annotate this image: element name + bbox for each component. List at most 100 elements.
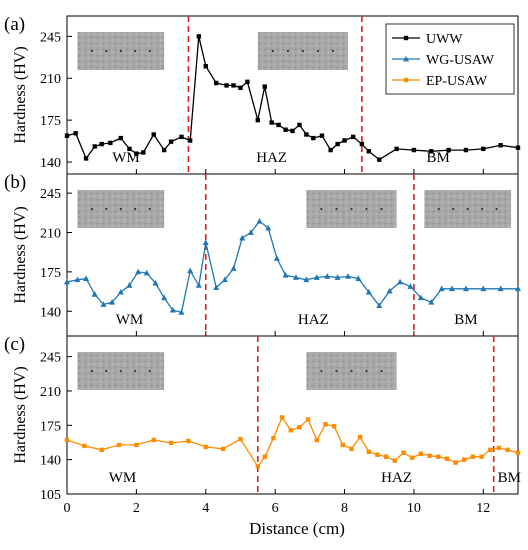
indent-dot	[452, 207, 455, 211]
indent-dot	[331, 49, 335, 53]
data-point	[134, 442, 139, 448]
data-point	[515, 145, 521, 150]
data-point	[462, 457, 467, 462]
data-point	[221, 276, 228, 283]
indent-dot	[380, 369, 383, 373]
data-point	[376, 302, 383, 309]
x-tick-label: 12	[476, 501, 490, 516]
data-point	[515, 450, 521, 455]
data-point	[314, 437, 319, 443]
indent-dot	[105, 207, 108, 211]
data-point	[151, 437, 156, 443]
indent-dot	[316, 49, 320, 53]
data-point	[365, 288, 372, 295]
data-point	[345, 273, 352, 279]
series-line-ep-usaw	[66, 416, 519, 468]
data-point	[100, 301, 107, 307]
data-point	[134, 151, 139, 156]
data-point	[417, 294, 424, 301]
y-axis-label: Hardness (HV)	[12, 46, 29, 143]
indent-dot	[437, 207, 440, 211]
data-point	[498, 143, 503, 148]
data-point	[238, 85, 243, 91]
data-point	[446, 147, 451, 153]
y-tick-label: 245	[40, 30, 61, 45]
y-tick-label: 140	[40, 156, 61, 171]
data-point	[220, 446, 226, 452]
x-tick-label: 4	[202, 501, 209, 516]
indent-dot	[286, 49, 289, 53]
data-point	[480, 285, 487, 292]
indent-dot	[90, 49, 93, 53]
data-point	[187, 138, 193, 143]
indent-dot	[335, 207, 338, 211]
data-point	[297, 425, 302, 430]
data-point	[64, 437, 70, 443]
indent-dot	[365, 207, 368, 211]
indent-dot	[105, 49, 108, 53]
data-point	[64, 278, 70, 285]
data-point	[297, 122, 302, 128]
data-point	[161, 147, 167, 153]
data-point	[262, 84, 267, 89]
data-point	[292, 274, 299, 280]
data-point	[505, 447, 510, 453]
data-point	[303, 276, 310, 283]
data-point	[169, 306, 176, 313]
legend-item: EP-USAW	[426, 74, 488, 89]
indent-dot	[320, 207, 323, 211]
indent-dot	[466, 207, 469, 211]
x-tick-label: 0	[64, 501, 71, 516]
panel-label: (a)	[4, 14, 25, 35]
data-point	[255, 117, 261, 123]
data-point	[203, 64, 208, 69]
data-point	[203, 444, 208, 450]
indent-dot	[119, 49, 122, 53]
data-point	[462, 285, 469, 292]
data-point	[64, 133, 70, 138]
legend-marker	[403, 77, 409, 83]
data-point	[438, 285, 445, 292]
data-point	[428, 299, 435, 305]
indent-dot	[148, 49, 151, 53]
data-point	[479, 454, 484, 459]
data-point	[82, 443, 87, 449]
y-tick-label: 175	[40, 266, 61, 281]
indent-dot	[90, 207, 93, 211]
data-point	[366, 449, 372, 455]
data-point	[335, 141, 340, 147]
data-point	[178, 309, 185, 315]
data-point	[282, 272, 289, 278]
data-point	[319, 133, 325, 138]
data-point	[463, 147, 469, 153]
indent-dot	[90, 369, 93, 373]
indent-dot	[271, 49, 274, 53]
data-point	[262, 454, 267, 459]
data-point	[355, 275, 362, 282]
zone-label: HAZ	[381, 470, 412, 486]
data-point	[99, 447, 104, 453]
data-point	[187, 267, 194, 274]
legend-item: UWW	[426, 32, 463, 47]
indent-dot	[350, 207, 353, 211]
data-point	[83, 275, 90, 282]
data-point	[151, 132, 156, 137]
data-point	[449, 285, 456, 292]
data-point	[377, 157, 382, 162]
x-tick-label: 2	[133, 501, 140, 516]
data-point	[202, 239, 209, 246]
data-point	[313, 274, 320, 280]
indent-dot	[105, 369, 108, 373]
zone-label: BM	[427, 150, 450, 166]
data-point	[109, 299, 116, 305]
data-point	[407, 283, 414, 289]
data-point	[256, 218, 263, 224]
y-tick-label: 175	[40, 419, 61, 434]
indent-dot	[301, 49, 305, 53]
y-tick-label: 210	[40, 227, 61, 242]
data-point	[305, 417, 311, 422]
data-point	[213, 284, 220, 291]
data-point	[195, 282, 202, 288]
data-point	[161, 294, 168, 301]
data-point	[304, 132, 309, 137]
